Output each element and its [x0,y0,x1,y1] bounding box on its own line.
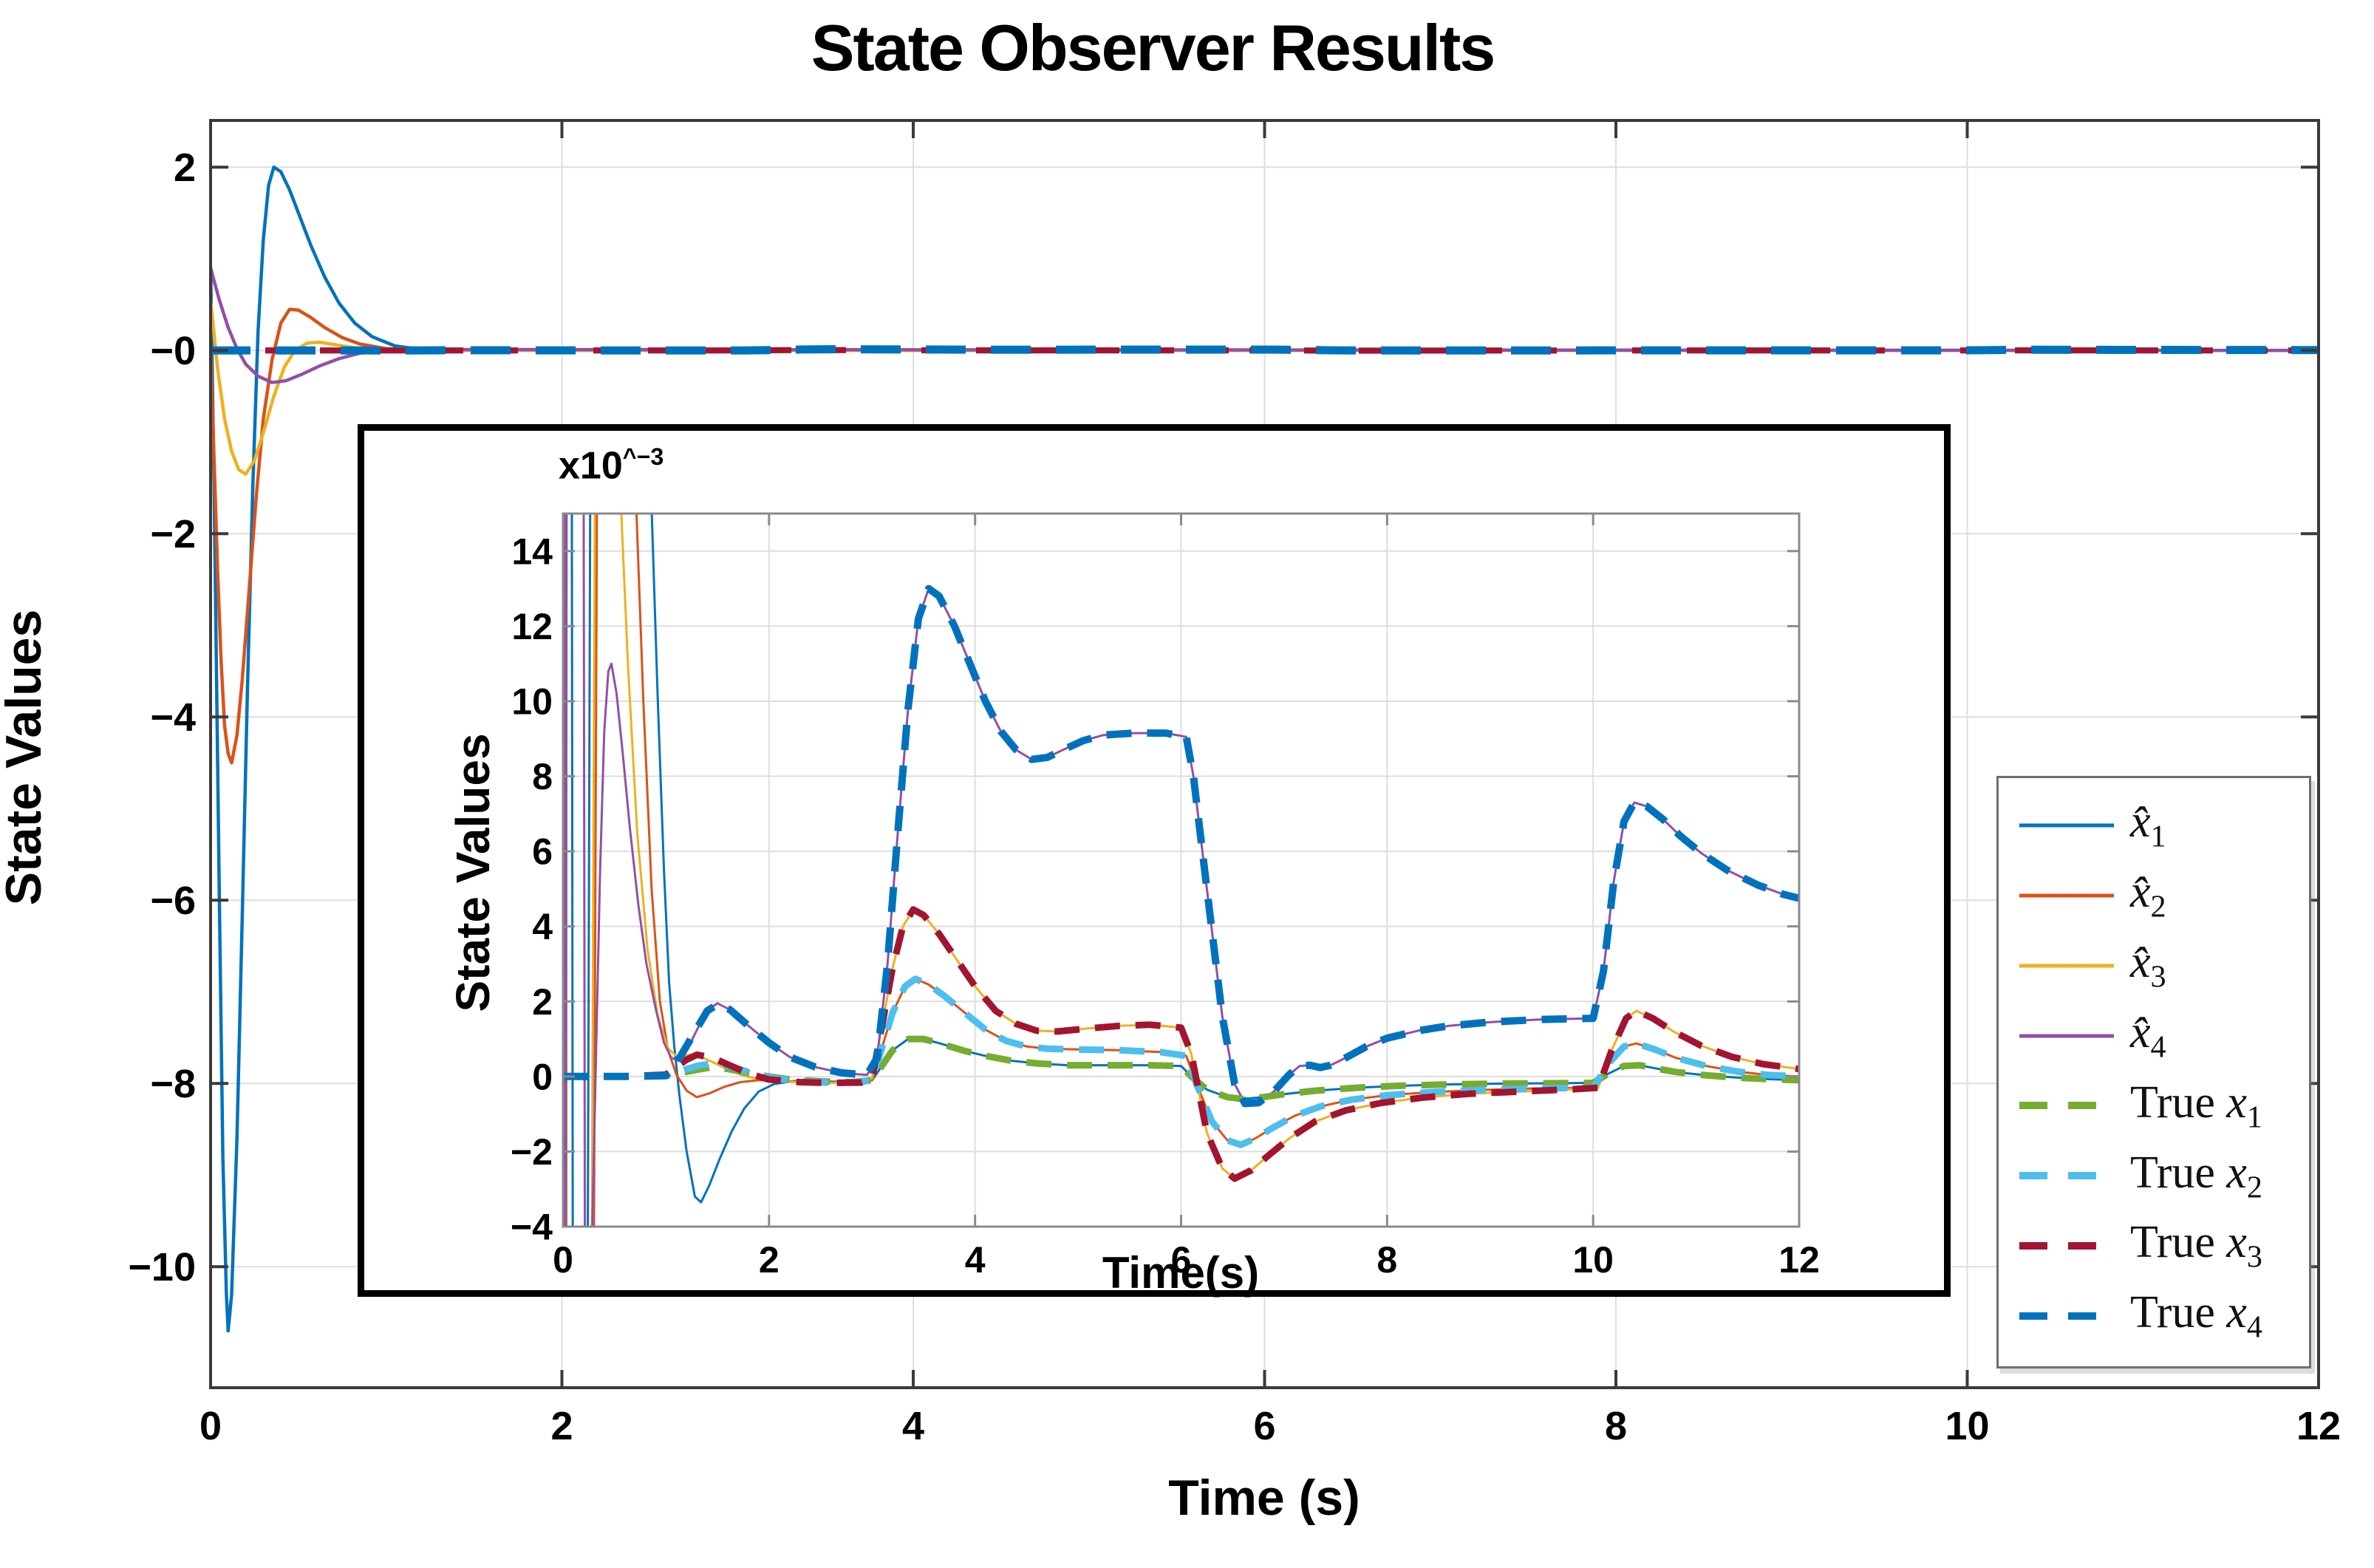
legend-item: True x3 [2016,1217,2302,1275]
legend-line-sample [2019,1172,2114,1180]
x-tick-label: 10 [1572,1239,1614,1281]
main-x-axis-label: Time (s) [1168,1470,1360,1526]
legend-item: True x1 [2016,1077,2302,1134]
legend-item: x̂3 [2016,937,2302,994]
y-tick-label: 10 [511,681,553,722]
series-true_x3 [563,906,1799,1182]
legend-item-label: True x2 [2130,1147,2262,1204]
inset-exponent-label: x10^−3 [559,443,664,488]
y-tick-label: 14 [511,531,553,572]
legend-line-sample [2019,1034,2114,1038]
x-tick-label: 6 [1253,1404,1275,1448]
inset-background [364,431,1944,1290]
legend-line-sample [2019,1242,2114,1250]
y-tick-label: 0 [532,1056,553,1097]
inset-y-axis-label: State Values [446,733,499,1012]
y-tick-label: −4 [150,695,196,740]
y-tick-label: 8 [532,756,553,797]
legend: x̂1 x̂2 x̂3 x̂4 True x1 True x2 True x3 True x4 [1996,776,2311,1368]
x-tick-label: 6 [1171,1239,1192,1281]
legend-line-sample [2019,1102,2114,1110]
x-tick-label: 2 [759,1239,780,1281]
legend-item-label: x̂1 [2130,797,2166,854]
y-tick-label: 2 [174,146,196,190]
series-xhat3_m [211,299,2319,476]
y-tick-label: −4 [511,1207,553,1248]
legend-item-label: x̂3 [2130,937,2166,995]
y-tick-label: −2 [150,512,196,556]
legend-item-label: True x3 [2130,1217,2262,1275]
x-tick-label: 2 [550,1404,573,1448]
y-tick-label: −0 [150,329,196,373]
series-true_x4 [563,584,1799,1108]
y-tick-label: 12 [511,606,553,647]
x-tick-label: 12 [2296,1404,2341,1448]
page-title: State Observer Results [811,11,1495,84]
x-tick-label: 0 [553,1239,573,1281]
inset-x-axis-label: Time(s) [1102,1248,1260,1298]
y-tick-label: 2 [532,981,553,1023]
x-tick-label: 4 [902,1404,924,1448]
y-tick-label: 4 [532,906,553,947]
legend-item: True x4 [2016,1287,2302,1345]
x-tick-label: 0 [199,1404,222,1448]
legend-line-sample [2019,1312,2114,1320]
x-tick-label: 12 [1778,1239,1820,1281]
legend-item: x̂1 [2016,797,2302,854]
y-tick-label: −2 [511,1131,553,1173]
legend-line-sample [2019,893,2114,898]
x-tick-label: 10 [1945,1404,1989,1448]
series-true4_m [211,345,2319,355]
x-tick-label: 8 [1605,1404,1627,1448]
legend-line-sample [2019,823,2114,828]
legend-item-label: x̂2 [2130,867,2166,924]
series-xhat2_m [211,307,2319,765]
y-tick-label: −10 [128,1245,196,1289]
x-tick-label: 8 [1377,1239,1397,1281]
y-tick-label: 6 [532,831,553,873]
legend-item-label: True x1 [2130,1077,2262,1135]
series-xhat1_m [211,165,2319,1333]
legend-item: x̂4 [2016,1007,2302,1064]
legend-item-label: x̂4 [2130,1006,2166,1065]
legend-item: x̂2 [2016,867,2302,924]
main-y-axis-label: State Values [0,609,52,906]
legend-line-sample [2019,964,2114,968]
x-tick-label: 4 [965,1239,986,1281]
y-tick-label: −8 [150,1062,196,1106]
y-tick-label: −6 [150,879,196,923]
legend-item-label: True x4 [2130,1287,2262,1345]
legend-item: True x2 [2016,1148,2302,1204]
